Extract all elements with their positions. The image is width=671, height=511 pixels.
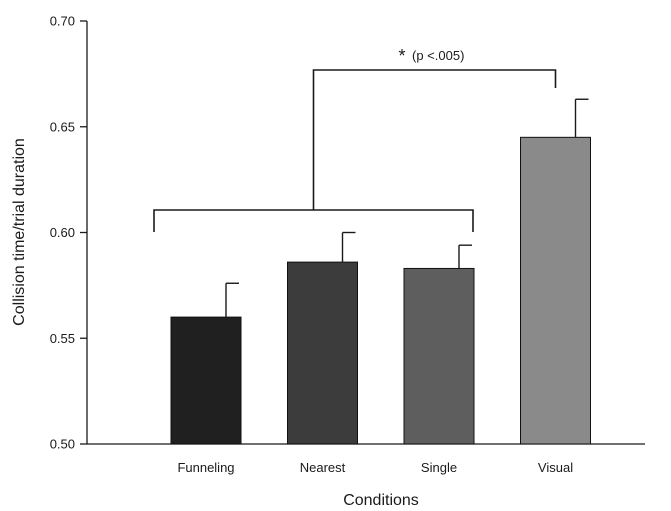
x-tick-label: Single <box>421 460 457 475</box>
bars <box>170 136 591 445</box>
bar-single <box>403 267 475 445</box>
x-tick-label: Visual <box>538 460 573 475</box>
y-axis: 0.50 0.55 0.60 0.65 0.70 <box>50 14 88 452</box>
group-bracket <box>153 209 474 232</box>
significance-label: (p <.005) <box>412 48 464 63</box>
significance-star: * <box>398 46 405 66</box>
bar-visual <box>520 136 591 445</box>
significance-annotation: * (p <.005) <box>153 46 557 232</box>
bar-funneling <box>170 316 242 445</box>
x-axis-title: Conditions <box>343 492 419 509</box>
comparison-bracket <box>312 69 557 210</box>
y-tick-label: 0.50 <box>50 437 75 452</box>
y-tick-label: 0.60 <box>50 225 75 240</box>
y-tick-label: 0.65 <box>50 119 75 134</box>
x-tick-label: Funneling <box>177 460 234 475</box>
x-axis: Funneling Nearest Single Visual <box>87 443 645 475</box>
error-bars <box>225 98 589 318</box>
y-tick-label: 0.70 <box>50 14 75 29</box>
y-tick-label: 0.55 <box>50 331 75 346</box>
y-axis-title: Collision time/trial duration <box>11 138 28 326</box>
bar-nearest <box>287 261 358 445</box>
x-tick-label: Nearest <box>300 460 346 475</box>
